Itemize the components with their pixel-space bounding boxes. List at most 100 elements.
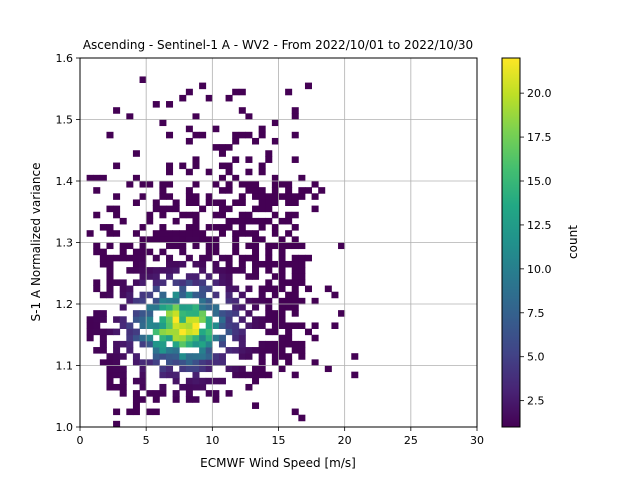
heatmap-cell — [93, 279, 101, 286]
heatmap-cell — [152, 353, 160, 360]
heatmap-cell — [199, 304, 207, 311]
heatmap-cell — [185, 168, 193, 176]
heatmap-cell — [192, 162, 200, 170]
heatmap-cell — [218, 254, 226, 262]
heatmap-cell — [252, 242, 260, 250]
heatmap-cell — [166, 242, 174, 250]
heatmap-cell — [218, 353, 226, 360]
heatmap-cell — [139, 359, 147, 366]
heatmap-cell — [238, 353, 246, 360]
heatmap-cell — [159, 383, 167, 391]
heatmap-cell — [166, 254, 174, 262]
colorbar-tick-label: 12.5 — [527, 219, 552, 232]
heatmap-cell — [232, 267, 240, 274]
heatmap-cell — [172, 267, 180, 274]
heatmap-cell — [304, 82, 312, 90]
heatmap-cell — [245, 156, 253, 163]
heatmap-cell — [291, 260, 299, 268]
heatmap-cell — [271, 199, 279, 206]
heatmap-cell — [252, 377, 260, 385]
y-tick-label: 1.2 — [56, 298, 74, 311]
heatmap-cell — [238, 181, 246, 188]
heatmap-cell — [199, 82, 207, 90]
heatmap-cell — [225, 162, 233, 170]
heatmap-cell — [225, 297, 233, 305]
heatmap-cell — [205, 242, 213, 250]
heatmap-cell — [199, 310, 207, 317]
heatmap-cell — [232, 334, 240, 342]
heatmap-cell — [139, 377, 147, 385]
heatmap-cell — [113, 230, 121, 237]
heatmap-cell — [225, 310, 233, 317]
heatmap-cell — [185, 316, 193, 323]
heatmap-cell — [126, 291, 134, 299]
heatmap-cell — [113, 365, 121, 373]
heatmap-cell — [185, 304, 193, 311]
heatmap-cell — [152, 304, 160, 311]
heatmap-cell — [139, 365, 147, 373]
colorbar-label: count — [566, 225, 580, 259]
heatmap-cell — [185, 125, 193, 133]
heatmap-cell — [225, 273, 233, 280]
heatmap-cell — [238, 199, 246, 206]
heatmap-cell — [119, 248, 127, 256]
heatmap-cell — [185, 236, 193, 243]
heatmap-cell — [192, 328, 200, 336]
heatmap-cell — [192, 340, 200, 348]
heatmap-cell — [152, 322, 160, 329]
heatmap-cell — [278, 248, 286, 256]
heatmap-cell — [199, 359, 207, 366]
heatmap-cell — [258, 187, 266, 194]
heatmap-cell — [132, 408, 140, 416]
heatmap-cell — [139, 371, 147, 379]
x-axis-label: ECMWF Wind Speed [m/s] — [200, 456, 356, 470]
heatmap-cell — [113, 205, 121, 213]
heatmap-cell — [172, 205, 180, 213]
heatmap-cell — [99, 340, 107, 348]
heatmap-cell — [205, 94, 213, 102]
heatmap-cell — [152, 101, 160, 108]
heatmap-cell — [278, 193, 286, 200]
heatmap-cell — [258, 297, 266, 305]
heatmap-cell — [252, 267, 260, 274]
heatmap-cell — [159, 205, 167, 213]
heatmap-cell — [185, 137, 193, 145]
heatmap-cell — [106, 371, 114, 379]
heatmap-cell — [185, 211, 193, 219]
heatmap-cell — [212, 260, 220, 268]
heatmap-cell — [212, 377, 220, 385]
heatmap-cell — [278, 297, 286, 305]
heatmap-cell — [86, 334, 94, 342]
heatmap-cell — [99, 260, 107, 268]
heatmap-cell — [238, 254, 246, 262]
heatmap-cell — [271, 285, 279, 293]
heatmap-cell — [212, 211, 220, 219]
heatmap-cell — [238, 371, 246, 379]
heatmap-cell — [199, 334, 207, 342]
heatmap-cell — [172, 334, 180, 342]
heatmap-cell — [199, 260, 207, 268]
heatmap-cell — [238, 193, 246, 200]
heatmap-cell — [218, 316, 226, 323]
heatmap-cell — [212, 248, 220, 256]
heatmap-cell — [258, 224, 266, 231]
heatmap-cell — [271, 211, 279, 219]
heatmap-cell — [185, 390, 193, 397]
heatmap-cell — [179, 310, 187, 317]
heatmap-cell — [271, 359, 279, 366]
heatmap-cell — [172, 291, 180, 299]
y-axis-ticks: 1.0 1.1 1.2 1.3 1.4 1.5 1.6 — [56, 52, 80, 434]
heatmap-cell — [232, 131, 240, 139]
heatmap-cell — [192, 377, 200, 385]
heatmap-cell — [113, 193, 121, 200]
heatmap-cell — [218, 187, 226, 194]
heatmap-cell — [185, 88, 193, 96]
heatmap-cell — [192, 273, 200, 280]
heatmap-cell — [199, 205, 207, 213]
x-tick-label: 15 — [272, 434, 286, 447]
heatmap-cell — [99, 310, 107, 317]
heatmap-cell — [212, 334, 220, 342]
heatmap-cell — [185, 193, 193, 200]
heatmap-cell — [166, 322, 174, 329]
heatmap-cell — [93, 310, 101, 317]
